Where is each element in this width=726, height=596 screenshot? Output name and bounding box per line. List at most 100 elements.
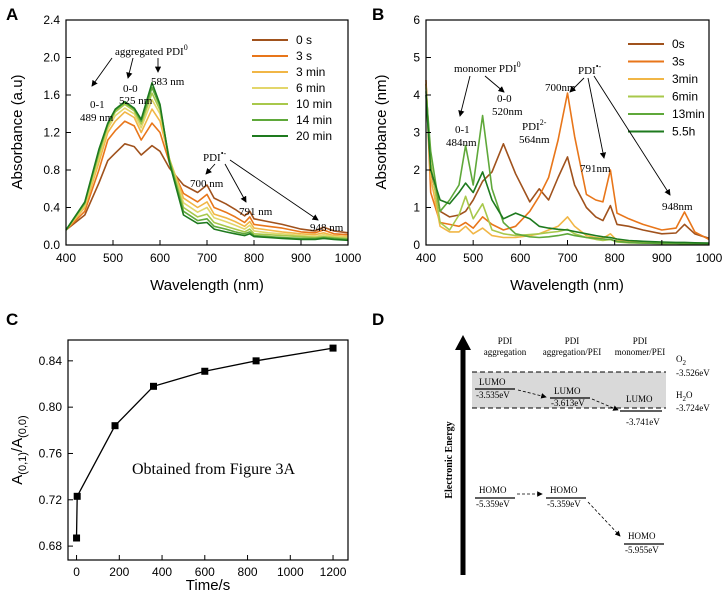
panel-d-letter: D — [372, 310, 384, 329]
o2-label: O2 — [676, 354, 687, 367]
panel-a-legend-label: 14 min — [296, 113, 332, 127]
panel-c-y-tick-label: 0.68 — [39, 539, 63, 553]
homo-1-value: -5.359eV — [476, 499, 510, 509]
homo-2-value: -5.359eV — [547, 499, 581, 509]
panel-a-525-label: 525 nm — [119, 95, 153, 107]
panel-c-x-tick-label: 0 — [73, 565, 80, 579]
panel-a-legend-label: 20 min — [296, 129, 332, 143]
col-1-subtitle: aggregation — [484, 347, 527, 357]
panel-b-700-label: 700nm — [545, 82, 576, 94]
panel-b-series-line — [425, 83, 710, 240]
panel-a-aggregated-label: aggregated PDI0 — [115, 43, 188, 58]
panel-a-arrow-489 — [91, 57, 113, 87]
panel-c-x-tick-label: 1000 — [277, 565, 304, 579]
redox-band — [472, 372, 666, 408]
panel-a-583-label: 583 nm — [151, 76, 185, 88]
panel-c-data-point — [329, 344, 337, 352]
panel-a-legend-label: 3 min — [296, 65, 325, 79]
panel-a-x-tick-label: 1000 — [335, 251, 362, 265]
panel-a-letter: A — [6, 5, 18, 24]
panel-d-diagram: Electronic Energy PDI aggregation PDI ag… — [444, 335, 710, 575]
panel-a-y-label: Absorbance (a.u) — [9, 74, 26, 189]
lumo-3-name: LUMO — [626, 394, 653, 404]
panel-c-data-point — [73, 492, 81, 500]
panel-b-arrow-484 — [458, 75, 471, 117]
panel-c-y-tick-label: 0.72 — [39, 493, 63, 507]
panel-a-700-label: 700 nm — [190, 178, 224, 190]
panel-b-series-line — [425, 87, 709, 245]
panel-b-legend-label: 3s — [672, 55, 685, 69]
panel-b-legend: 0s 3s 3min 6min 13min 5.5h — [628, 37, 705, 139]
panel-b-legend-label: 5.5h — [672, 125, 695, 139]
panel-c-x-label: Time/s — [186, 577, 230, 594]
col-1-title: PDI — [498, 336, 513, 346]
panel-c-chart: 0 200 400 600 800 1000 1200 0.68 0.72 0.76 0.80 0.8… — [9, 339, 349, 594]
panel-b-series-line — [425, 94, 710, 244]
panel-c-data-point — [111, 422, 119, 430]
panel-a-legend-label: 6 min — [296, 81, 325, 95]
panel-a-x-tick-label: 900 — [291, 251, 311, 265]
col-3-title: PDI — [633, 336, 648, 346]
panel-b-series-line — [425, 91, 709, 245]
panel-a-radical-label: PDI•- — [203, 149, 227, 164]
col-2-subtitle: aggregation/PEI — [543, 347, 601, 357]
col-3-subtitle: monomer/PEI — [615, 347, 666, 357]
lumo-2-value: -3.613eV — [551, 398, 585, 408]
panel-c-data-point — [73, 534, 81, 542]
panel-b-legend-label: 3min — [672, 72, 698, 86]
panel-a-y-tick-label: 2.0 — [43, 51, 60, 65]
panel-c-x-tick-label: 600 — [195, 565, 215, 579]
panel-a-489-label: 489 nm — [80, 112, 114, 124]
panel-a-x-tick-label: 500 — [103, 251, 123, 265]
panel-a-x-tick-label: 700 — [197, 251, 217, 265]
lumo-1-value: -3.535eV — [476, 390, 510, 400]
panel-b-x-label: Wavelength (nm) — [510, 277, 624, 294]
panel-c-data-point — [149, 382, 157, 390]
panel-c-x-tick-label: 200 — [109, 565, 129, 579]
panel-b-791-label: 791nm — [580, 163, 611, 175]
col-2-title: PDI — [565, 336, 580, 346]
panel-b-x-tick-label: 600 — [510, 251, 530, 265]
homo-3-value: -5.955eV — [625, 545, 659, 555]
panel-b-y-tick-label: 6 — [413, 13, 420, 27]
panel-b-x-tick-label: 900 — [652, 251, 672, 265]
panel-c-y-tick-label: 0.80 — [39, 400, 63, 414]
panel-a-y-tick-label: 1.2 — [43, 126, 60, 140]
panel-b-arrow-791 — [587, 77, 607, 159]
panel-b-x-tick-label: 800 — [605, 251, 625, 265]
panel-a-x-tick-label: 400 — [56, 251, 76, 265]
panel-a-y-tick-label: 0.8 — [43, 163, 60, 177]
panel-a-series-line — [65, 108, 349, 238]
panel-b-chart: 400 500 600 700 800 900 1000 0 1 2 3 4 5 6 Wavelength… — [373, 13, 723, 294]
panel-b-legend-label: 6min — [672, 90, 698, 104]
panel-b-radical-label: PDI•- — [578, 62, 602, 77]
energy-axis-arrowhead — [455, 335, 471, 350]
h2o-value: -3.724eV — [676, 403, 710, 413]
panel-a-series-line — [65, 143, 349, 234]
panel-a-chart: 400 500 600 700 800 900 1000 0.0 0.4 0.8 1.2 1.6 2.0… — [9, 13, 362, 294]
panel-a-legend-label: 0 s — [296, 33, 312, 47]
panel-b-monomer-label: monomer PDI0 — [454, 60, 521, 75]
panel-c-series-line — [75, 347, 334, 539]
panel-b-y-tick-label: 2 — [413, 163, 420, 177]
panel-a-y-tick-label: 1.6 — [43, 88, 60, 102]
panel-a-series-line — [65, 98, 349, 239]
energy-axis-label: Electronic Energy — [444, 421, 455, 498]
panel-c-plot-frame — [67, 339, 349, 561]
panel-b-484-label: 484nm — [446, 137, 477, 149]
panel-c-letter: C — [6, 310, 18, 329]
homo-1-name: HOMO — [479, 485, 507, 495]
panel-a-arrow-948 — [229, 159, 319, 221]
panel-a-legend-label: 10 min — [296, 97, 332, 111]
homo-2-name: HOMO — [550, 485, 578, 495]
panel-a-00-label: 0-0 — [123, 83, 138, 95]
panel-c-y-label: A(0,1)/A(0,0) — [9, 415, 29, 484]
panel-a-x-tick-label: 800 — [244, 251, 264, 265]
panel-c-x-tick-label: 800 — [238, 565, 258, 579]
panel-b-y-tick-label: 5 — [413, 51, 420, 65]
panel-b-x-tick-label: 500 — [463, 251, 483, 265]
lumo-2-name: LUMO — [554, 386, 581, 396]
panel-a-legend-label: 3 s — [296, 49, 312, 63]
panel-a-791-label: 791 nm — [239, 206, 273, 218]
